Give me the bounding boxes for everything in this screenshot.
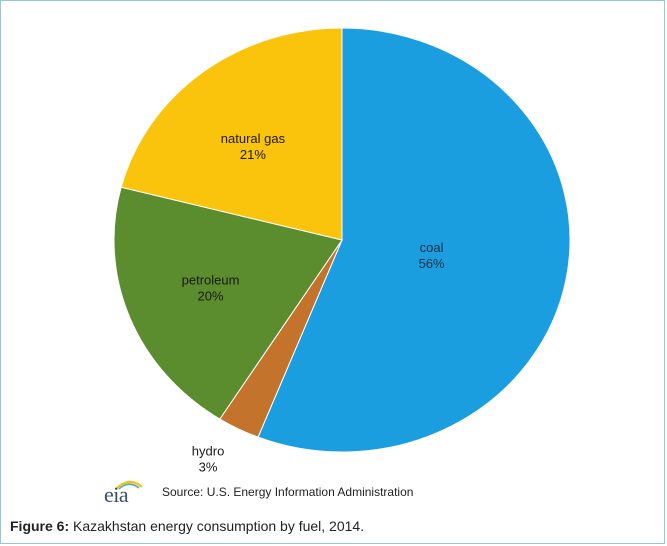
slice-value-coal: 56% (419, 256, 445, 271)
eia-arc-icon (115, 480, 143, 490)
slice-label-coal: coal (420, 240, 444, 255)
pie-slice-petroleum (113, 186, 343, 420)
figure-caption-text: Kazakhstan energy consumption by fuel, 2… (69, 518, 365, 534)
slice-value-natural-gas: 21% (240, 147, 266, 162)
pie-slices (113, 27, 571, 453)
slice-label-petroleum: petroleum (182, 272, 240, 287)
slice-label-hydro: hydro (192, 444, 225, 459)
eia-logo: eia (104, 478, 150, 506)
source-row: eia Source: U.S. Energy Information Admi… (104, 478, 413, 506)
figure-label: Figure 6: (10, 518, 70, 534)
slice-value-hydro: 3% (199, 460, 218, 475)
pie-slice-coal (257, 27, 571, 453)
slice-value-petroleum: 20% (198, 288, 224, 303)
pie-slice-natural-gas (120, 27, 343, 241)
figure-caption: Figure 6: Kazakhstan energy consumption … (10, 518, 364, 534)
eia-logo-text: eia (104, 482, 129, 507)
source-text: Source: U.S. Energy Information Administ… (162, 485, 414, 499)
slice-label-natural-gas: natural gas (221, 131, 286, 146)
